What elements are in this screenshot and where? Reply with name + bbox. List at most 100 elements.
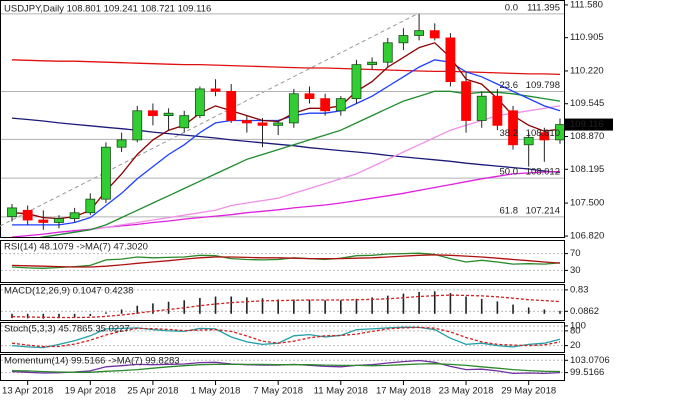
moving-average	[11, 117, 561, 174]
candle-body	[555, 124, 564, 141]
x-tick-label: 19 Apr 2018	[65, 386, 116, 397]
trend-line	[0, 13, 418, 227]
x-tick-label: 29 May 2018	[501, 386, 556, 397]
y-tick-label: 70	[570, 248, 581, 259]
y-tick-label: 108.195	[570, 164, 604, 175]
indicator-line	[11, 363, 561, 373]
stoch-panel-frame	[0, 322, 565, 353]
y-tick-label: 106.820	[570, 231, 604, 242]
candle-body	[539, 132, 550, 141]
candle-body	[210, 88, 221, 92]
indicator-panel: 70 30 RSI(14) 48.1079 ->MA(7) 47.3020	[1, 242, 581, 276]
fib-price: 111.395	[527, 2, 560, 13]
x-tick-label: 7 May 2018	[253, 386, 303, 397]
candle-body	[414, 30, 424, 36]
candle-body	[226, 90, 237, 121]
candle-body	[179, 115, 190, 129]
fib-level: 23.6	[500, 80, 519, 91]
main-panel-frame	[0, 0, 565, 238]
candle-body	[38, 219, 49, 223]
last-price-box	[565, 118, 613, 131]
candle-body	[335, 98, 346, 112]
y-tick-label: 103.0706	[570, 355, 610, 366]
macd-panel-frame	[0, 284, 565, 321]
candle-body	[304, 93, 315, 100]
indicator-title: Stoch(5,3,3) 45.7865 35.0227	[4, 324, 130, 335]
fib-level: 50.0	[500, 167, 519, 178]
y-tick-label: 107.500	[570, 198, 604, 209]
rsi-panel-frame	[0, 240, 565, 283]
candle-body	[241, 120, 252, 124]
x-tick-label: 23 May 2018	[439, 386, 494, 397]
fib-price: 107.214	[526, 205, 560, 216]
candle-body	[288, 93, 299, 124]
y-tick-label: 109.545	[570, 98, 604, 109]
candle-body	[69, 212, 80, 219]
fib-price: 108.810	[526, 128, 560, 139]
x-tick-label: 11 May 2018	[314, 386, 368, 397]
y-tick-label: 20	[570, 340, 581, 351]
fib-level: 38.2	[500, 128, 519, 139]
x-tick-label: 1 May 2018	[191, 386, 241, 397]
candle-body	[85, 198, 96, 214]
last-price-label: 109.116	[570, 119, 604, 130]
indicator-panel: 0.83 0.0862 MACD(12,26,9) 0.1047 0.4238	[1, 284, 599, 319]
x-tick-label: 13 Apr 2018	[2, 386, 53, 397]
main-plot	[1, 13, 564, 237]
candle-body	[194, 88, 205, 117]
candle-body	[508, 110, 518, 146]
indicator-line	[11, 294, 561, 319]
momentum-panel-frame	[0, 354, 565, 381]
y-tick-label: 0.0862	[570, 306, 599, 317]
candle-body	[163, 112, 174, 117]
candle-body	[22, 209, 33, 221]
candle-body	[132, 110, 143, 141]
indicator-line	[11, 326, 561, 348]
y-tick-label: 99.5166	[570, 367, 604, 378]
x-tick-label: 25 Apr 2018	[127, 386, 178, 397]
candle-body	[116, 139, 127, 148]
indicator-line	[11, 326, 561, 349]
candle-body	[398, 35, 409, 44]
candle-body	[492, 95, 503, 126]
candle-body	[101, 146, 111, 200]
moving-average	[11, 59, 561, 76]
candle-body	[461, 81, 471, 121]
y-tick-label: 0.83	[570, 284, 589, 295]
y-tick-label: 108.870	[570, 131, 604, 142]
candle-body	[54, 218, 64, 223]
chart-title: USDJPY,Daily 108.801 109.241 108.721 109…	[4, 4, 211, 15]
y-tick-label: 80	[570, 325, 581, 336]
y-tick-label: 111.580	[570, 0, 603, 10]
y-tick-label: 110.905	[570, 32, 604, 43]
candle-body	[257, 122, 268, 126]
indicator-title: MACD(12,26,9) 0.1047 0.4238	[4, 286, 133, 297]
candle-body	[445, 37, 456, 83]
x-tick-label: 17 May 2018	[376, 386, 431, 397]
candle-body	[320, 98, 331, 112]
candle-body	[382, 42, 393, 63]
fib-price: 109.798	[526, 80, 560, 91]
candle-body	[148, 110, 158, 117]
candle-body	[476, 95, 487, 121]
candle-body	[367, 61, 378, 66]
fib-level: 0.0	[505, 2, 518, 13]
y-tick-label: 100	[570, 320, 586, 331]
candle-body	[351, 64, 362, 100]
y-tick-label: 110.220	[570, 65, 604, 76]
indicator-title: Momentum(14) 99.5166 ->MA(7) 99.8283	[4, 356, 180, 367]
moving-average	[39, 105, 561, 237]
fib-price: 108.012	[526, 167, 560, 178]
indicator-title: RSI(14) 48.1079 ->MA(7) 47.3020	[4, 242, 148, 253]
candle-body	[273, 122, 284, 126]
candle-body	[523, 137, 534, 146]
fib-level: 61.8	[500, 205, 519, 216]
candle-body	[7, 207, 17, 218]
y-tick-label: 30	[570, 265, 581, 276]
indicator-line	[11, 254, 561, 268]
candle-body	[429, 30, 440, 39]
